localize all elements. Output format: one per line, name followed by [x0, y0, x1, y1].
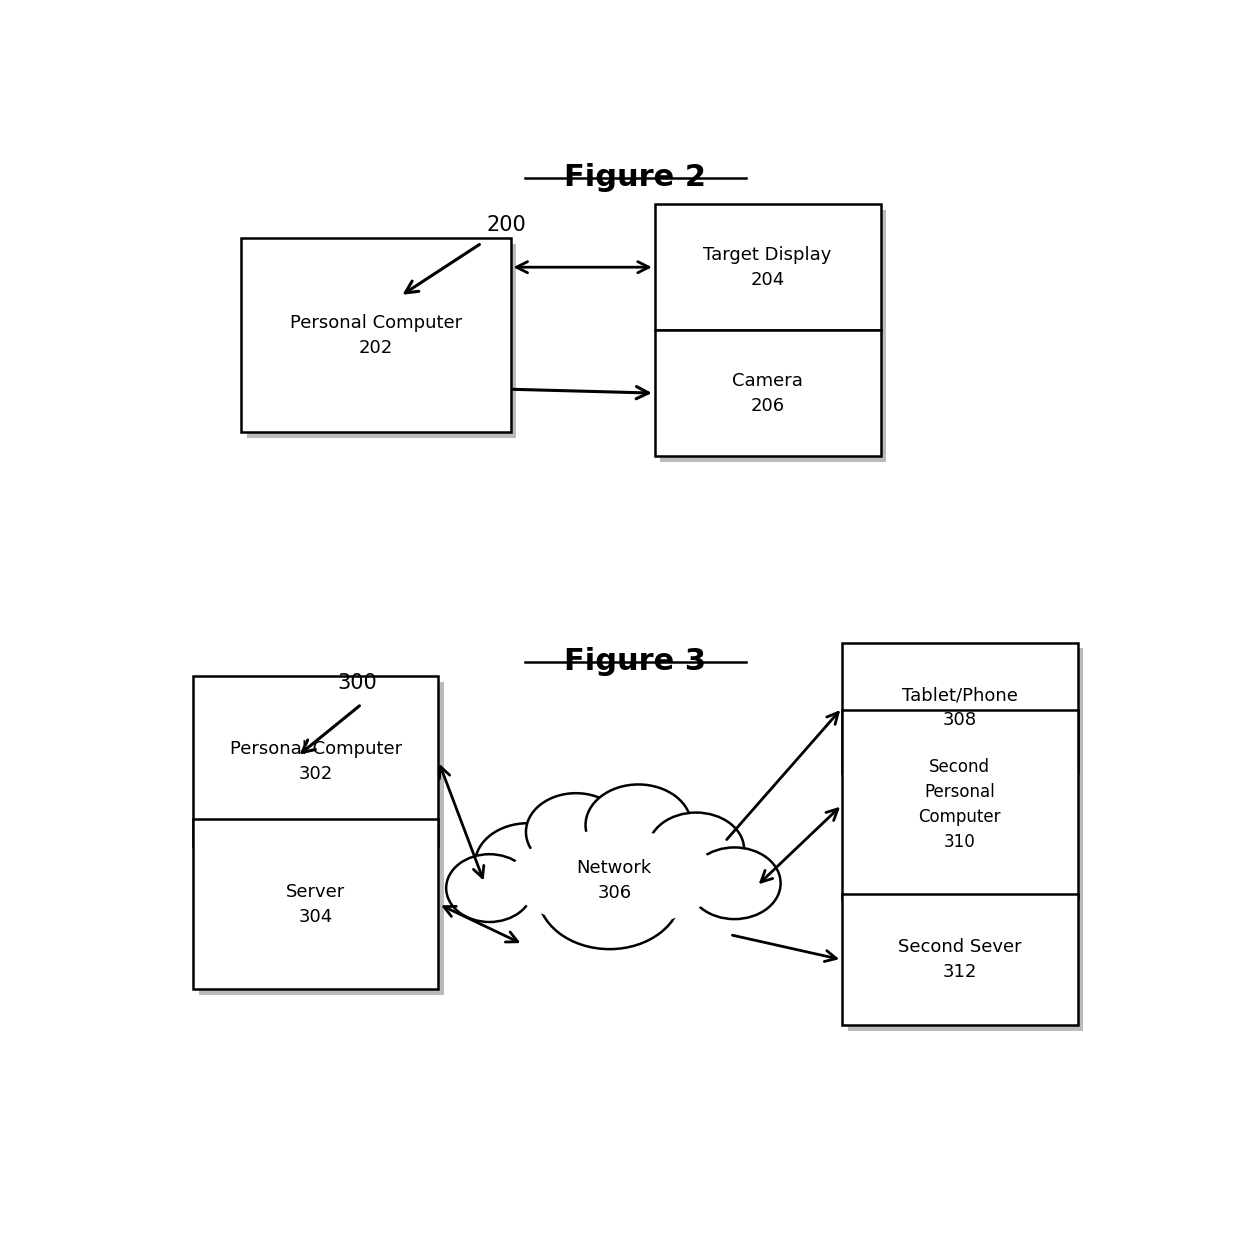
Text: Personal Computer
202: Personal Computer 202 — [290, 313, 463, 356]
FancyBboxPatch shape — [661, 210, 887, 336]
FancyBboxPatch shape — [842, 643, 1078, 774]
Ellipse shape — [537, 837, 682, 949]
FancyBboxPatch shape — [848, 901, 1084, 1032]
Ellipse shape — [649, 813, 744, 886]
Text: Network
306: Network 306 — [577, 859, 652, 902]
Text: Second
Personal
Computer
310: Second Personal Computer 310 — [919, 759, 1001, 852]
FancyBboxPatch shape — [242, 238, 511, 431]
Text: Server
304: Server 304 — [286, 883, 346, 926]
Ellipse shape — [446, 854, 533, 922]
FancyBboxPatch shape — [661, 336, 887, 462]
FancyBboxPatch shape — [247, 244, 516, 438]
FancyBboxPatch shape — [848, 648, 1084, 779]
Text: Camera
206: Camera 206 — [732, 371, 804, 415]
Text: Figure 2: Figure 2 — [564, 164, 707, 192]
Text: Figure 3: Figure 3 — [564, 648, 707, 677]
Text: Second Sever
312: Second Sever 312 — [898, 938, 1022, 981]
FancyBboxPatch shape — [655, 204, 880, 330]
Ellipse shape — [508, 830, 720, 927]
Ellipse shape — [475, 823, 580, 905]
FancyBboxPatch shape — [848, 716, 1084, 905]
FancyBboxPatch shape — [200, 682, 444, 852]
Ellipse shape — [526, 794, 626, 871]
Text: 300: 300 — [337, 673, 377, 693]
Text: 200: 200 — [486, 215, 526, 235]
FancyBboxPatch shape — [842, 894, 1078, 1025]
Text: Personal Computer
302: Personal Computer 302 — [229, 740, 402, 782]
FancyBboxPatch shape — [193, 819, 439, 989]
FancyBboxPatch shape — [200, 825, 444, 995]
Ellipse shape — [585, 785, 691, 866]
Text: Tablet/Phone
308: Tablet/Phone 308 — [901, 687, 1018, 730]
FancyBboxPatch shape — [842, 711, 1078, 899]
FancyBboxPatch shape — [193, 677, 439, 845]
Ellipse shape — [688, 848, 781, 920]
Text: Target Display
204: Target Display 204 — [703, 245, 832, 288]
FancyBboxPatch shape — [655, 330, 880, 457]
